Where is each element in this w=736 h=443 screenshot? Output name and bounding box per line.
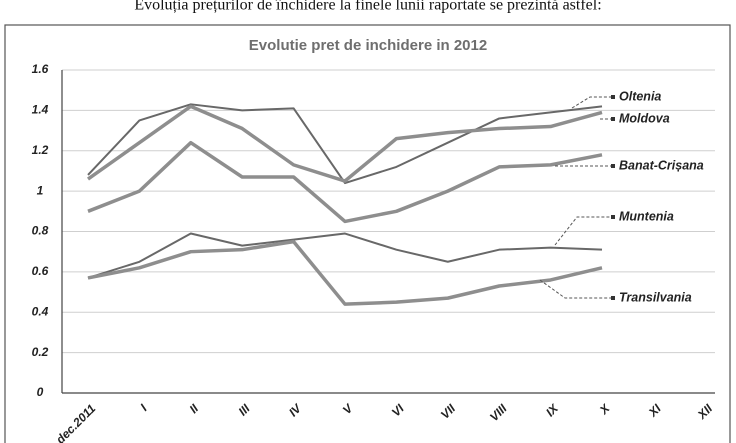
- leader-line: [554, 216, 612, 246]
- y-tick-label: 0.8: [32, 224, 49, 238]
- leader-marker: [611, 164, 615, 168]
- leader-marker: [611, 95, 615, 99]
- y-tick-label: 0.4: [32, 304, 49, 318]
- leader-marker: [611, 215, 615, 219]
- series-label: Transilvania: [619, 290, 692, 304]
- y-tick-label: 1: [37, 183, 44, 197]
- chart-frame: [4, 24, 731, 443]
- y-tick-label: 1.6: [32, 62, 49, 76]
- series-line: [86, 104, 603, 183]
- y-tick-label: 0.6: [32, 264, 49, 278]
- leader-line: [539, 279, 612, 299]
- leader-line: [571, 96, 612, 109]
- leader-marker: [611, 296, 615, 300]
- series-label: Banat-Crișana: [619, 158, 704, 172]
- series-line: [87, 232, 603, 279]
- series-label: Moldova: [619, 111, 670, 125]
- chart-title: Evolutie pret de inchidere in 2012: [249, 37, 487, 54]
- series-label: Oltenia: [619, 89, 661, 103]
- page-heading: Evoluția prețurilor de închidere la fine…: [134, 0, 601, 14]
- series-line: [87, 103, 603, 185]
- y-tick-label: 0: [37, 385, 44, 399]
- y-tick-label: 0.2: [32, 345, 49, 359]
- series-line: [87, 239, 603, 306]
- y-tick-label: 1.4: [32, 103, 49, 117]
- y-tick-label: 1.2: [32, 143, 49, 157]
- leader-marker: [611, 117, 615, 121]
- series-label: Muntenia: [619, 209, 674, 223]
- series-line: [87, 140, 603, 224]
